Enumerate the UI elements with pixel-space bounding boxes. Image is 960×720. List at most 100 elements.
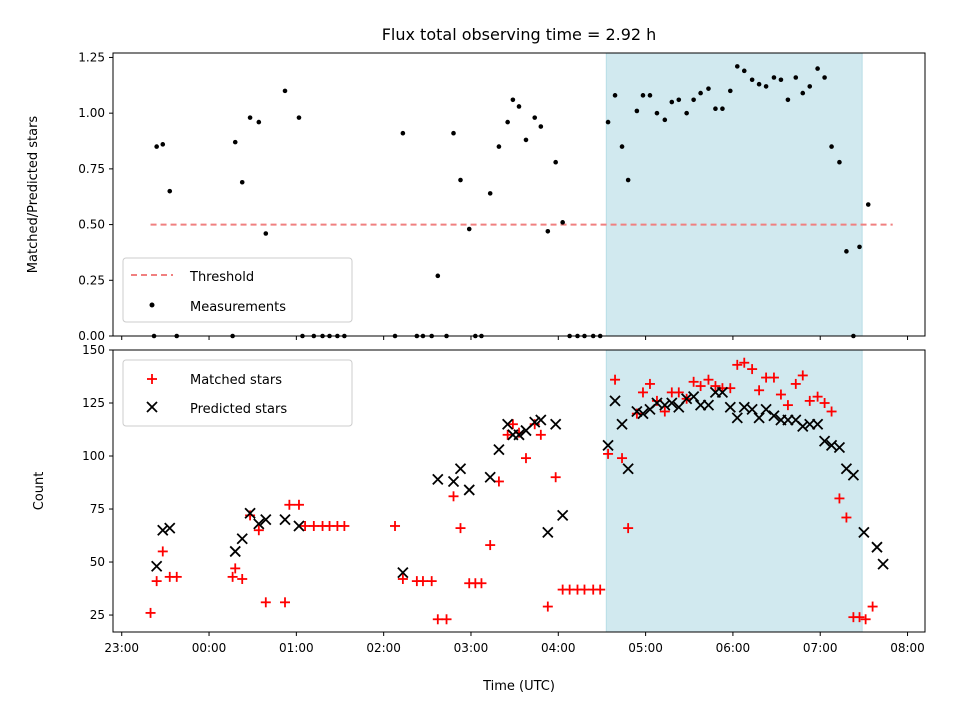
matched-star-point bbox=[441, 614, 452, 625]
predicted-star-point bbox=[432, 473, 444, 485]
measurement-point bbox=[800, 90, 806, 96]
measurement-point bbox=[612, 93, 618, 98]
predicted-star-point bbox=[557, 509, 569, 522]
predicted-star-point bbox=[447, 475, 460, 488]
measurement-point bbox=[763, 84, 769, 89]
predicted-star-point bbox=[687, 391, 700, 403]
threshold-legend-label: Threshold bbox=[189, 270, 254, 285]
predicted-legend-marker bbox=[146, 401, 158, 413]
measurement-point bbox=[247, 115, 253, 120]
measurement-point bbox=[523, 137, 529, 143]
matched-star-point bbox=[535, 429, 546, 440]
matched-star-point bbox=[397, 573, 408, 584]
measurement-point bbox=[706, 86, 711, 91]
matched-star-point bbox=[339, 520, 350, 531]
measurement-point bbox=[167, 188, 173, 194]
predicted-star-point bbox=[293, 520, 305, 532]
predicted-star-point bbox=[529, 416, 541, 428]
x-tick-label: 08:00 bbox=[890, 641, 925, 655]
measurement-point bbox=[239, 179, 245, 185]
x-tick-label: 05:00 bbox=[628, 641, 663, 655]
predicted-star-point bbox=[858, 526, 870, 538]
matched-star-point bbox=[455, 523, 466, 534]
matched-star-point bbox=[867, 601, 878, 612]
measurement-point bbox=[691, 97, 696, 103]
predicted-star-point bbox=[164, 522, 176, 534]
measurement-point bbox=[510, 97, 516, 103]
predicted-star-point bbox=[484, 471, 496, 483]
measurement-point bbox=[545, 228, 551, 234]
matched-star-point bbox=[768, 372, 779, 383]
matched-star-point bbox=[227, 571, 238, 582]
predicted-star-point bbox=[631, 405, 643, 418]
measurement-point bbox=[634, 108, 640, 114]
matched-star-point bbox=[804, 395, 815, 406]
matched-star-point bbox=[284, 499, 295, 510]
measurement-point bbox=[605, 119, 611, 125]
ratio-panel-frame bbox=[112, 52, 926, 337]
count-y-axis-label: Count bbox=[32, 472, 47, 511]
matched-star-point bbox=[507, 419, 518, 430]
x-tick-label: 01:00 bbox=[279, 641, 314, 655]
predicted-star-point bbox=[463, 484, 475, 496]
x-tick-label: 23:00 bbox=[104, 641, 139, 655]
matched-star-point bbox=[595, 584, 606, 595]
matched-star-point bbox=[171, 571, 182, 582]
measurement-point bbox=[640, 93, 646, 98]
matched-star-point bbox=[550, 472, 561, 483]
predicted-star-point bbox=[877, 558, 889, 570]
measurement-point bbox=[466, 226, 472, 232]
x-axis-label: Time (UTC) bbox=[482, 679, 555, 694]
measurement-point bbox=[865, 202, 871, 207]
measurement-point bbox=[684, 110, 689, 116]
measurement-point bbox=[756, 81, 762, 87]
predicted-star-point bbox=[279, 513, 291, 526]
matched-star-point bbox=[826, 406, 837, 417]
measurement-point bbox=[815, 66, 820, 71]
measurement-point bbox=[296, 115, 302, 120]
matched-star-point bbox=[775, 389, 786, 400]
matched-star-point bbox=[739, 357, 750, 368]
y-tick-label: 25 bbox=[90, 608, 105, 622]
matched-star-point bbox=[476, 578, 487, 589]
predicted-star-point bbox=[520, 424, 532, 437]
measurement-point bbox=[669, 99, 675, 105]
y-tick-label: 100 bbox=[82, 449, 105, 463]
measurement-point bbox=[487, 191, 493, 196]
matched-star-point bbox=[644, 378, 655, 389]
matched-star-point bbox=[854, 612, 865, 623]
matched-star-point bbox=[703, 374, 714, 385]
matched-legend-marker bbox=[147, 374, 157, 384]
matched-star-point bbox=[710, 381, 721, 392]
predicted-star-point bbox=[666, 397, 678, 409]
predicted-star-point bbox=[609, 395, 621, 407]
measurement-point bbox=[538, 124, 544, 129]
predicted-star-point bbox=[616, 418, 628, 430]
x-tick-label: 02:00 bbox=[366, 641, 401, 655]
measurement-point bbox=[778, 77, 784, 83]
ratio-legend-box bbox=[122, 257, 353, 323]
measurement-point bbox=[662, 117, 668, 123]
measurements-legend-marker bbox=[149, 302, 155, 308]
matched-star-point bbox=[610, 374, 621, 385]
y-tick-label: 125 bbox=[82, 396, 105, 410]
measurement-point bbox=[844, 249, 849, 254]
measurement-point bbox=[822, 75, 827, 80]
matched-star-point bbox=[390, 520, 401, 531]
measurement-point bbox=[807, 84, 813, 89]
matched-star-point bbox=[253, 525, 264, 536]
chart-title: Flux total observing time = 2.92 h bbox=[382, 25, 657, 44]
matched-star-point bbox=[695, 381, 706, 392]
y-tick-label: 1.00 bbox=[78, 106, 105, 120]
y-tick-label: 0.00 bbox=[78, 329, 105, 343]
y-tick-label: 75 bbox=[90, 502, 105, 516]
measurement-point bbox=[713, 106, 718, 112]
measurement-point bbox=[560, 220, 565, 225]
matched-star-point bbox=[637, 387, 648, 398]
matched-star-point bbox=[579, 584, 590, 595]
measurement-point bbox=[749, 77, 755, 83]
measurement-point bbox=[727, 88, 733, 94]
y-tick-label: 0.25 bbox=[78, 273, 105, 287]
measurement-point bbox=[505, 119, 510, 125]
